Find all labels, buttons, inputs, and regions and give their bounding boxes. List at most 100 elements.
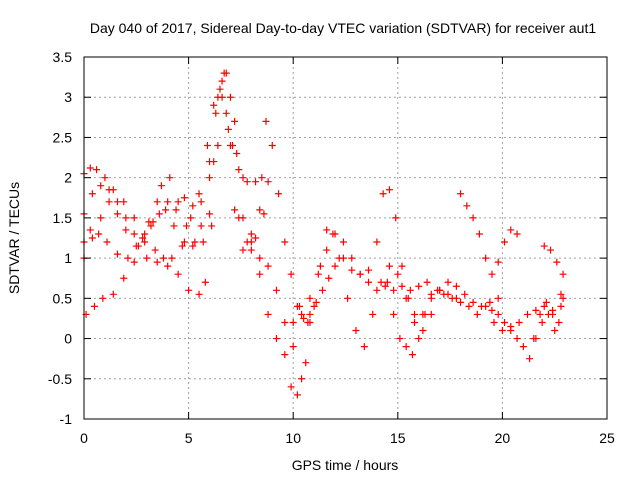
data-point (264, 310, 272, 318)
data-point (392, 214, 400, 222)
data-point (95, 230, 103, 238)
data-point (109, 290, 117, 298)
data-point (113, 210, 121, 218)
x-tick-label: 25 (599, 430, 615, 446)
data-point (159, 254, 167, 262)
data-point (239, 214, 247, 222)
data-point (214, 141, 222, 149)
data-point (444, 278, 452, 286)
data-point (390, 286, 398, 294)
data-point (335, 254, 343, 262)
data-point (538, 318, 546, 326)
data-point (469, 214, 477, 222)
plot-frame (83, 56, 608, 420)
data-point (174, 270, 182, 278)
data-point (208, 222, 216, 230)
data-point (498, 327, 506, 335)
data-point (258, 174, 266, 182)
data-point (191, 238, 199, 246)
data-point (490, 318, 498, 326)
data-point (195, 190, 203, 198)
data-point (153, 198, 161, 206)
data-point (289, 318, 297, 326)
data-point (157, 182, 165, 190)
data-point (197, 198, 205, 206)
data-point (559, 294, 567, 302)
data-point (411, 310, 419, 318)
data-point (406, 286, 414, 294)
data-point (226, 141, 234, 149)
data-point (183, 222, 191, 230)
data-point (549, 306, 557, 314)
data-point (105, 186, 113, 194)
data-point (222, 109, 230, 117)
data-point (252, 178, 260, 186)
data-point (233, 150, 241, 158)
data-point (421, 310, 429, 318)
data-point (339, 238, 347, 246)
data-point (398, 282, 406, 290)
data-point (122, 214, 130, 222)
data-point (434, 286, 442, 294)
y-tick-label: -1 (60, 411, 73, 427)
data-point (281, 238, 289, 246)
data-point (461, 290, 469, 298)
data-point (153, 258, 161, 266)
data-point (172, 206, 180, 214)
data-point (488, 270, 496, 278)
data-point (331, 262, 339, 270)
data-point (235, 166, 243, 174)
grid-lines (84, 57, 607, 419)
series-6 (262, 117, 431, 322)
data-point (547, 246, 555, 254)
data-point (206, 210, 214, 218)
data-point (164, 198, 172, 206)
data-point (306, 310, 314, 318)
series-7 (289, 186, 460, 326)
series-12 (530, 294, 567, 343)
data-point (488, 306, 496, 314)
data-point (105, 198, 113, 206)
data-point (427, 290, 435, 298)
data-point (293, 391, 301, 399)
data-point (306, 294, 314, 302)
series-3 (82, 93, 268, 318)
data-point (243, 238, 251, 246)
chart-title: Day 040 of 2017, Sidereal Day-to-day VTE… (90, 20, 597, 36)
data-point (542, 298, 550, 306)
y-tick-label: 1 (64, 250, 72, 266)
series-10 (457, 190, 521, 278)
data-point (130, 258, 138, 266)
data-point (408, 351, 416, 359)
data-point (519, 343, 527, 351)
data-point (526, 355, 534, 363)
x-axis-tick-labels: 0 5 10 15 20 25 (80, 430, 615, 446)
y-tick-label: 2.5 (53, 129, 73, 145)
data-point (302, 359, 310, 367)
data-point (473, 310, 481, 318)
data-point (224, 125, 232, 133)
data-point (141, 230, 149, 238)
data-point (243, 178, 251, 186)
data-point (139, 234, 147, 242)
data-point (247, 246, 255, 254)
data-point (390, 310, 398, 318)
data-point (559, 270, 567, 278)
data-point (482, 302, 490, 310)
data-point (298, 375, 306, 383)
data-point (329, 230, 337, 238)
data-point (168, 254, 176, 262)
data-point (141, 238, 149, 246)
data-point (452, 282, 460, 290)
data-point (256, 206, 264, 214)
data-point (180, 238, 188, 246)
data-point (394, 270, 402, 278)
data-point (298, 310, 306, 318)
series-5 (80, 69, 314, 383)
data-point (239, 174, 247, 182)
data-point (348, 254, 356, 262)
data-point (203, 141, 211, 149)
data-point (206, 174, 214, 182)
data-point (272, 335, 280, 343)
data-point (120, 198, 128, 206)
